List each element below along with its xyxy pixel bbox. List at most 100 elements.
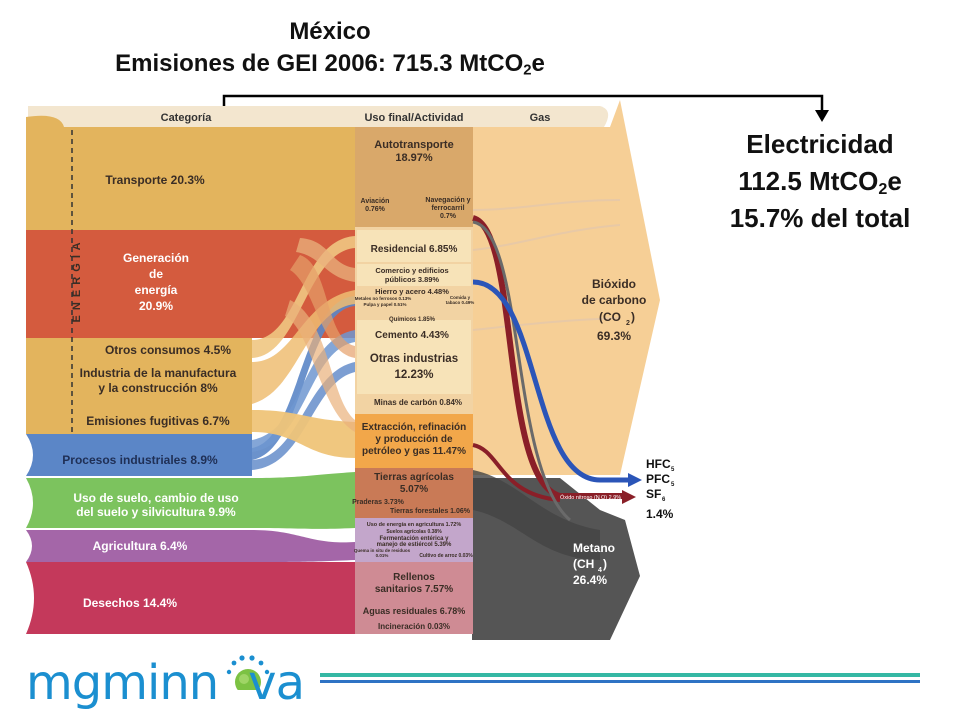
activity-label-22-line-0: Rellenos [393,572,435,583]
category-label-1-line-3: 20.9% [139,299,173,313]
flow-otros [252,236,355,358]
electricity-value: 112.5 MtCO2e [738,166,902,199]
category-label-2-line-0: Otros consumos 4.5% [105,343,231,357]
gas-band-co2 [472,100,660,475]
gas-ch4-paren: ) [603,557,607,571]
category-label-7-line-0: Agricultura 6.4% [93,539,188,553]
header-category: Categoría [161,112,213,124]
electricity-share: 15.7% del total [729,203,911,233]
activity-label-2-line-2: 0.7% [440,213,457,220]
activity-residencial [357,230,471,262]
flow-generacion-c [296,238,355,282]
gas-co2-paren: ) [631,310,635,324]
category-label-4-line-0: Emisiones fugitivas 6.7% [86,414,230,428]
sankey-diagram: Categoría Uso final/Actividad Gas E N E … [26,94,829,640]
activity-label-4-line-0: Comercio y edificios [375,266,448,275]
category-label-5-line-0: Procesos industriales 8.9% [62,453,218,467]
activity-label-0-line-1: 18.97% [395,152,433,164]
activity-agricultura [355,518,473,562]
activity-label-15-line-0: Praderas 3.73% [352,499,405,506]
gas-hfc-line-2: SF [646,487,661,501]
title-line-emissions: Emisiones de GEI 2006: 715.3 MtCO2e [115,50,545,79]
mgminnova-logo: mgminn va [26,654,326,714]
activity-label-13-line-2: petróleo y gas 11.47% [362,446,466,457]
activity-label-23-line-0: Aguas residuales 6.78% [363,606,466,616]
category-band-otros [26,338,252,360]
activity-label-4-line-1: públicos 3.89% [385,275,440,284]
activity-label-21-line-0: Cultivo de arroz 0.03% [419,553,473,559]
activity-label-10-line-0: Cemento 4.43% [375,330,449,341]
activity-label-18-line-0: Suelos agrícolas 0.38% [386,529,442,535]
gas-co2-line-3: 69.3% [597,329,631,343]
flow-ch4-main [473,470,600,560]
category-band-fugitivas [26,406,252,434]
activity-label-3-line-0: Residencial 6.85% [371,244,458,255]
energy-bracket-label: E N E R G Í A [70,241,83,322]
activity-label-11-line-1: 12.23% [394,369,433,381]
activity-label-5-line-0: Hierro y acero 4.48% [375,287,449,296]
gas-ch4-line-0: Metano [573,541,615,555]
category-label-3-line-1: y la construcción 8% [98,381,218,395]
activity-label-19-line-0: Fermentación entérica y [379,536,449,542]
category-label-1-line-2: energía [135,283,178,297]
flow-generacion-b [285,300,355,432]
gas-co2-line-2: (CO [599,310,621,324]
category-band-agricultura [26,530,252,562]
activity-autotransporte [355,127,473,227]
footer-rule-blue [320,680,920,683]
header-band [28,106,609,127]
electricity-label: Electricidad [746,129,894,159]
category-band-transporte [26,115,355,230]
category-label-1-line-1: de [149,267,163,281]
gas-hfc-sub-0: 5 [671,467,675,473]
header-end-use: Uso final/Actividad [364,112,463,124]
activity-label-0-line-0: Autotransporte [374,139,453,151]
activity-cemento [357,320,471,346]
flow-fugitivas [252,410,355,458]
activity-label-14-line-1: 5.07% [400,484,428,495]
activity-label-17-line-0: Uso de energía en agricultura 1.72% [367,522,462,528]
gas-co2-sub: 2 [626,320,630,327]
callout-arrowhead-icon [815,110,829,122]
activity-label-1-line-1: 0.76% [365,206,386,213]
category-label-8-line-0: Desechos 14.4% [83,596,177,610]
gas-n2o-sub: 2 [598,497,601,502]
gas-co2-line-1: de carbono [582,293,647,307]
logo-globe-icon [226,655,270,690]
category-label-3-line-0: Industria de la manufactura [80,366,237,380]
activity-label-2-line-0: Navegación y [425,197,470,204]
gas-n2o-suffix: O) 2.9% [601,495,621,501]
activity-label-20-line-1: 0.01% [376,553,389,558]
activity-desechos [355,562,473,634]
activity-label-19-line-1: manejo de estiércol 5.39% [377,542,452,548]
title-line-country: México [289,18,371,45]
flow-co2-thin-3 [472,317,621,331]
category-label-0-line-0: Transporte 20.3% [105,173,205,187]
gas-hfc-total: 1.4% [646,507,674,521]
activity-label-13-line-1: y producción de [375,434,453,445]
slide-title: México Emisiones de GEI 2006: 715.3 MtCO… [0,16,660,80]
activity-label-1-line-0: Aviación [361,198,390,205]
activity-label-6-line-0: Metales no ferrosos 0.13% [355,296,412,301]
activity-label-9-line-0: Químicos 1.85% [389,317,436,323]
gas-ch4-line-2: 26.4% [573,573,607,587]
activity-label-16-line-0: Tierras forestales 1.06% [390,508,471,515]
flow-co2-thin-2 [472,224,621,251]
gas-co2-line-0: Bióxido [592,277,636,291]
header-gas: Gas [530,112,551,124]
activity-label-20-line-0: Quema in situ de residuos [354,548,411,553]
category-band-desechos [26,562,355,634]
category-band-procesos [26,434,252,476]
gas-ch4-sub: 4 [598,567,602,574]
category-band-manufactura [26,360,252,406]
category-label-1-line-0: Generación [123,251,189,265]
flow-agricultura [252,530,355,562]
activity-label-14-line-0: Tierras agrícolas [374,472,454,483]
flow-procesos-a [252,296,355,460]
activity-label-8-line-0: Comida y [450,295,471,300]
category-labels: Transporte 20.3% Generación de energía 20.9%… [62,173,238,610]
activity-label-12-line-0: Minas de carbón 0.84% [374,398,462,407]
activity-otras-industrias [357,346,471,394]
